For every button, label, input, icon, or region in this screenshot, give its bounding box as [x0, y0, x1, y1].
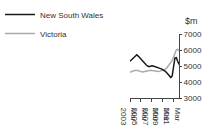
svg-text:New South Wales: New South Wales: [40, 11, 103, 20]
svg-text:6000: 6000: [184, 46, 202, 55]
svg-text:3000: 3000: [184, 94, 202, 103]
svg-text:Mar2011: Mar2011: [162, 108, 181, 126]
svg-text:Mar2007: Mar2007: [141, 108, 160, 126]
svg-text:Victoria: Victoria: [40, 30, 67, 39]
svg-text:Mar2005: Mar2005: [130, 108, 149, 126]
svg-text:5000: 5000: [184, 62, 202, 71]
svg-text:$m: $m: [185, 16, 198, 26]
svg-text:7000: 7000: [184, 30, 202, 39]
svg-text:4000: 4000: [184, 78, 202, 87]
svg-text:Mar2009: Mar2009: [151, 108, 170, 126]
svg-text:Mar2003: Mar2003: [119, 108, 138, 126]
